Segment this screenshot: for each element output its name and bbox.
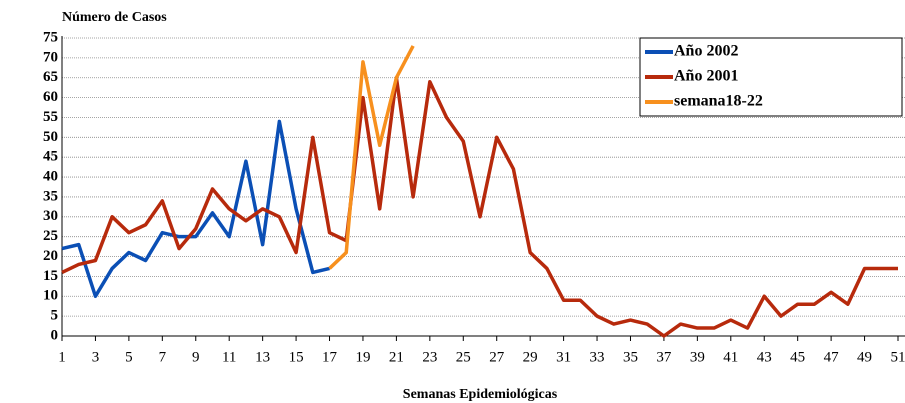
x-tick-label: 15 xyxy=(289,349,304,365)
x-tick-label: 29 xyxy=(523,349,538,365)
x-tick-label: 23 xyxy=(422,349,437,365)
y-tick-label: 50 xyxy=(43,129,58,145)
y-tick-label: 70 xyxy=(43,49,58,65)
legend-label: semana18-22 xyxy=(674,93,763,110)
x-tick-label: 3 xyxy=(92,349,100,365)
x-tick-label: 51 xyxy=(891,349,905,365)
y-tick-label: 30 xyxy=(43,208,58,224)
legend-label: Año 2002 xyxy=(674,43,738,60)
y-tick-label: 75 xyxy=(43,29,58,45)
y-tick-label: 10 xyxy=(43,288,58,304)
x-tick-label: 39 xyxy=(690,349,705,365)
series-line xyxy=(328,45,415,270)
x-tick-label: 13 xyxy=(255,349,270,365)
x-tick-label: 7 xyxy=(159,349,167,365)
x-tick-label: 27 xyxy=(489,349,505,365)
x-tick-label: 45 xyxy=(790,349,805,365)
y-tick-label: 45 xyxy=(43,149,58,165)
series-line xyxy=(61,119,330,299)
x-tick-label: 41 xyxy=(723,349,738,365)
x-tick-label: 25 xyxy=(456,349,471,365)
series-line xyxy=(61,75,898,338)
x-tick-label: 47 xyxy=(824,349,840,365)
x-tick-label: 35 xyxy=(623,349,638,365)
x-tick-label: 31 xyxy=(556,349,571,365)
x-tick-label: 5 xyxy=(125,349,133,365)
x-tick-label: 11 xyxy=(222,349,236,365)
legend-box xyxy=(639,37,903,117)
y-tick-label: 5 xyxy=(51,308,59,324)
x-tick-label: 49 xyxy=(857,349,872,365)
y-tick-label: 55 xyxy=(43,109,58,125)
x-tick-label: 9 xyxy=(192,349,200,365)
chart-title: Número de Casos xyxy=(62,10,167,25)
x-tick-label: 21 xyxy=(389,349,404,365)
y-tick-label: 15 xyxy=(43,268,58,284)
y-tick-label: 60 xyxy=(43,89,58,105)
x-axis-label: Semanas Epidemiológicas xyxy=(403,387,558,402)
y-tick-label: 40 xyxy=(43,169,58,185)
y-tick-label: 35 xyxy=(43,188,58,204)
x-tick-label: 37 xyxy=(656,349,672,365)
x-tick-label: 17 xyxy=(322,349,338,365)
y-tick-label: 0 xyxy=(51,327,59,343)
y-tick-label: 25 xyxy=(43,228,58,244)
x-tick-label: 43 xyxy=(757,349,772,365)
x-tick-label: 1 xyxy=(58,349,66,365)
legend-label: Año 2001 xyxy=(674,68,738,85)
y-tick-label: 65 xyxy=(43,69,58,85)
y-tick-label: 20 xyxy=(43,248,58,264)
x-tick-label: 33 xyxy=(590,349,605,365)
x-tick-label: 19 xyxy=(355,349,370,365)
